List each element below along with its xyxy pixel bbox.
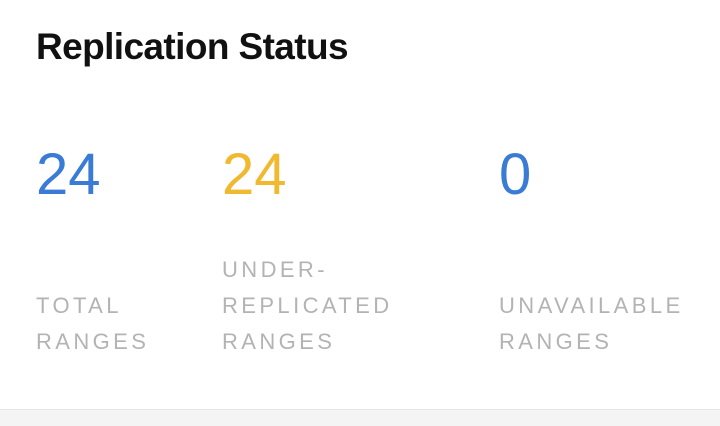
metric-unavailable-ranges: 0 UNAVAILABLE RANGES: [499, 0, 719, 410]
card-title: Replication Status: [36, 26, 349, 67]
metric-under-replicated-ranges: 24 UNDER- REPLICATED RANGES: [222, 0, 462, 410]
total-ranges-value: 24: [36, 142, 101, 207]
metric-total-ranges: 24 TOTAL RANGES: [36, 0, 216, 410]
under-replicated-ranges-value: 24: [222, 142, 287, 207]
unavailable-ranges-label: UNAVAILABLE RANGES: [499, 293, 684, 354]
under-replicated-ranges-label: UNDER- REPLICATED RANGES: [222, 257, 393, 354]
total-ranges-label: TOTAL RANGES: [36, 293, 150, 354]
replication-status-card: Replication Status 24 TOTAL RANGES 24 UN…: [0, 0, 720, 410]
unavailable-ranges-value: 0: [499, 142, 532, 207]
